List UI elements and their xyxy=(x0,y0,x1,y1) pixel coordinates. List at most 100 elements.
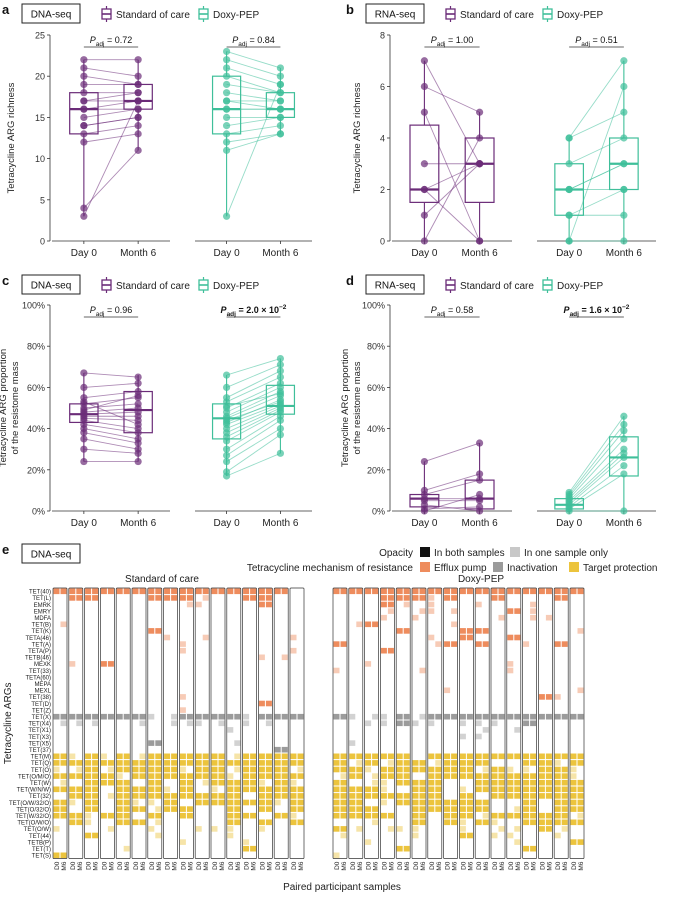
heatmap-cell xyxy=(53,812,60,819)
sample-label: D0 xyxy=(539,861,546,870)
heatmap-cell xyxy=(258,753,265,760)
heatmap-cell xyxy=(139,760,146,766)
box xyxy=(409,124,440,203)
heatmap-cell xyxy=(179,694,186,700)
heatmap-cell xyxy=(545,812,552,819)
legend-soc-icon xyxy=(445,6,456,22)
heatmap-cell xyxy=(274,760,281,766)
heatmap-cell xyxy=(164,773,171,779)
sample-label: M6 xyxy=(219,861,226,870)
heatmap-cell xyxy=(164,793,171,799)
heatmap-cell xyxy=(234,753,241,760)
heatmap-cell xyxy=(243,839,250,845)
y-tick-label: 10 xyxy=(35,154,45,164)
legend-soc-icon xyxy=(101,277,112,293)
heatmap-cell xyxy=(76,595,83,601)
point-day0 xyxy=(420,57,428,65)
heatmap-cell xyxy=(459,628,466,634)
heatmap-cell xyxy=(132,773,139,779)
heatmap-cell xyxy=(365,812,372,819)
heatmap-cell xyxy=(265,588,272,595)
mechanism-swatch xyxy=(420,562,430,572)
heatmap-cell xyxy=(514,634,521,641)
point-day0 xyxy=(222,130,231,138)
pair-line xyxy=(226,403,281,425)
heatmap-cell xyxy=(132,819,139,826)
heatmap-cell xyxy=(545,766,552,773)
heatmap-cell xyxy=(265,799,272,806)
heatmap-cell xyxy=(155,753,162,760)
heatmap-cell xyxy=(435,793,442,799)
point-day0 xyxy=(80,457,88,466)
heatmap-cell xyxy=(107,713,114,720)
panel-letter: a xyxy=(2,2,10,17)
pair-line xyxy=(83,428,139,440)
heatmap-cell xyxy=(234,779,241,786)
heatmap-cell xyxy=(290,806,297,812)
heatmap-cell xyxy=(444,819,451,826)
heatmap-cell xyxy=(482,641,489,647)
heatmap-cell xyxy=(365,588,372,595)
gene-label: TET(37) xyxy=(29,748,51,754)
heatmap-cell xyxy=(570,766,577,773)
heatmap-cell xyxy=(419,760,426,766)
point-day0 xyxy=(420,185,428,194)
heatmap-cell xyxy=(123,806,130,812)
heatmap-cell xyxy=(482,812,489,819)
heatmap-cell xyxy=(234,588,241,595)
heatmap-cell xyxy=(186,713,193,720)
group-doxy-pep: Day 0 Month 6 Padj = 1.6 × 10−2 xyxy=(537,304,656,529)
heatmap-cell xyxy=(380,753,387,760)
sample-label: D0 xyxy=(275,861,282,870)
heatmap-cell xyxy=(451,713,458,720)
heatmap-cell xyxy=(482,779,489,786)
heatmap-cell xyxy=(92,713,99,720)
heatmap-cell xyxy=(523,773,530,779)
sample-label: D0 xyxy=(54,861,61,870)
heatmap-cell xyxy=(171,595,178,601)
heatmap-cell xyxy=(85,753,92,760)
pair-line xyxy=(83,424,139,434)
heatmap-cell xyxy=(155,740,162,746)
heatmap-cell xyxy=(148,760,155,766)
heatmap-cell xyxy=(365,793,372,799)
point-month6 xyxy=(134,449,142,457)
pair-frame xyxy=(553,587,569,859)
point-month6 xyxy=(476,476,484,484)
point-month6 xyxy=(476,108,484,116)
heatmap-cell xyxy=(164,588,171,595)
pair-line xyxy=(226,407,281,434)
pair-line xyxy=(424,189,480,242)
pair-frame xyxy=(522,587,537,859)
x-tick-label: Month 6 xyxy=(462,518,499,529)
sample-label: M6 xyxy=(436,861,443,870)
point-day0 xyxy=(222,402,231,410)
x-tick-label: Day 0 xyxy=(71,518,98,529)
heatmap-cell xyxy=(85,766,92,773)
heatmap-cell xyxy=(258,766,265,773)
heatmap-cell xyxy=(186,595,193,601)
heatmap-cell xyxy=(403,760,410,766)
sample-label: D0 xyxy=(259,861,266,870)
heatmap-cell xyxy=(412,832,419,839)
sample-label: D0 xyxy=(149,861,156,870)
heatmap-cell xyxy=(444,806,451,812)
point-month6 xyxy=(620,82,628,91)
heatmap-cell xyxy=(514,786,521,793)
heatmap-cell xyxy=(530,806,537,812)
heatmap-cell xyxy=(234,806,241,812)
heatmap-cell xyxy=(85,773,92,779)
pair-line xyxy=(568,430,625,497)
heatmap-cell xyxy=(274,799,281,806)
heatmap-cell xyxy=(545,773,552,779)
heatmap-cell xyxy=(333,812,340,819)
heatmap-cell xyxy=(419,799,426,806)
heatmap-cell xyxy=(340,641,347,647)
heatmap-cell xyxy=(243,588,250,595)
heatmap-cell xyxy=(290,773,297,779)
legend-soc-label: Standard of care xyxy=(460,10,534,21)
heatmap-cell xyxy=(459,806,466,812)
heatmap-cell xyxy=(155,773,162,779)
heatmap-cell xyxy=(186,720,193,727)
heatmap-cell xyxy=(202,588,209,595)
